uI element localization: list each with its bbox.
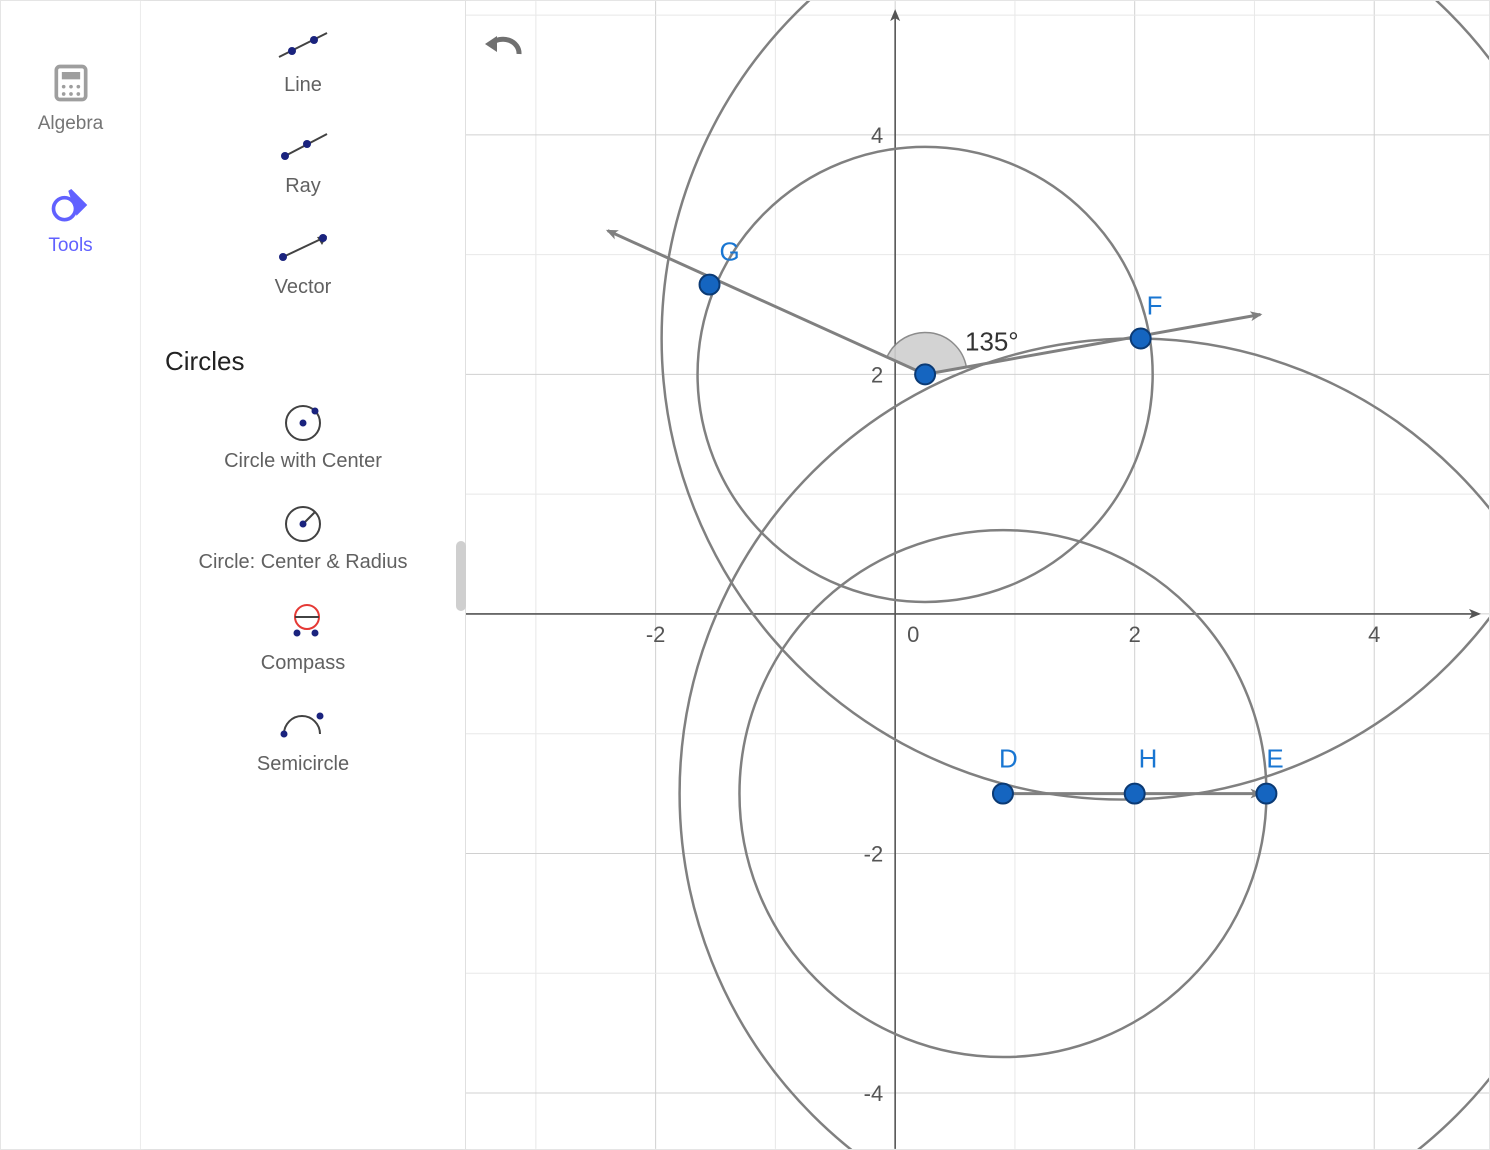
semicircle-icon bbox=[276, 704, 330, 744]
tool-compass[interactable]: Compass bbox=[141, 589, 465, 690]
tool-circle-with-center[interactable]: Circle with Center bbox=[141, 387, 465, 488]
svg-text:0: 0 bbox=[907, 622, 919, 647]
tool-semicircle[interactable]: Semicircle bbox=[141, 690, 465, 791]
rail-label-tools: Tools bbox=[48, 235, 92, 257]
svg-text:4: 4 bbox=[1368, 622, 1380, 647]
undo-button[interactable] bbox=[481, 31, 525, 73]
rail-item-algebra[interactable]: Algebra bbox=[38, 61, 104, 135]
compass-icon bbox=[277, 603, 329, 643]
ray-icon bbox=[275, 126, 331, 166]
section-circles: Circles bbox=[141, 314, 465, 387]
svg-text:135°: 135° bbox=[965, 328, 1019, 356]
svg-text:4: 4 bbox=[871, 123, 883, 148]
svg-text:G: G bbox=[720, 239, 740, 267]
svg-text:2: 2 bbox=[1129, 622, 1141, 647]
line-icon bbox=[275, 25, 331, 65]
tool-compass-label: Compass bbox=[261, 651, 345, 676]
graph-svg[interactable]: -4-20246-4-2246135°DHEFG bbox=[466, 1, 1489, 1149]
tool-semicircle-label: Semicircle bbox=[257, 752, 349, 777]
svg-text:H: H bbox=[1139, 746, 1158, 774]
panel-scrollbar-thumb[interactable] bbox=[456, 541, 466, 611]
svg-text:E: E bbox=[1266, 746, 1283, 774]
tool-panel[interactable]: Line Ray Vector Circles Circle with Cent… bbox=[141, 1, 466, 1149]
tool-circle-center-label: Circle with Center bbox=[224, 449, 382, 474]
tool-circle-center-radius-label: Circle: Center & Radius bbox=[199, 550, 408, 575]
graphics-canvas[interactable]: -4-20246-4-2246135°DHEFG bbox=[466, 1, 1489, 1149]
tool-line-label: Line bbox=[284, 73, 322, 98]
svg-text:D: D bbox=[999, 746, 1018, 774]
undo-icon bbox=[481, 32, 525, 64]
circle-center-icon bbox=[279, 401, 327, 441]
svg-text:-2: -2 bbox=[646, 622, 666, 647]
tool-circle-center-radius[interactable]: Circle: Center & Radius bbox=[141, 488, 465, 589]
tool-line[interactable]: Line bbox=[141, 11, 465, 112]
circle-center-radius-icon bbox=[279, 502, 327, 542]
tool-vector[interactable]: Vector bbox=[141, 213, 465, 314]
vector-icon bbox=[275, 227, 331, 267]
tool-vector-label: Vector bbox=[275, 275, 332, 300]
tools-icon bbox=[48, 183, 92, 227]
calculator-icon bbox=[49, 61, 93, 105]
rail-item-tools[interactable]: Tools bbox=[48, 183, 92, 257]
svg-text:2: 2 bbox=[871, 362, 883, 387]
svg-text:-4: -4 bbox=[864, 1081, 884, 1106]
svg-text:-2: -2 bbox=[864, 841, 884, 866]
rail-label-algebra: Algebra bbox=[38, 113, 104, 135]
svg-text:F: F bbox=[1147, 293, 1163, 321]
tool-ray[interactable]: Ray bbox=[141, 112, 465, 213]
tool-ray-label: Ray bbox=[285, 174, 321, 199]
left-rail: Algebra Tools bbox=[1, 1, 141, 1149]
